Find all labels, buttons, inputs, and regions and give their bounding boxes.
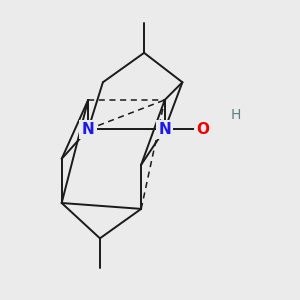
Text: O: O: [196, 122, 209, 137]
Text: N: N: [82, 122, 94, 137]
Text: N: N: [158, 122, 171, 137]
Text: H: H: [230, 108, 241, 122]
